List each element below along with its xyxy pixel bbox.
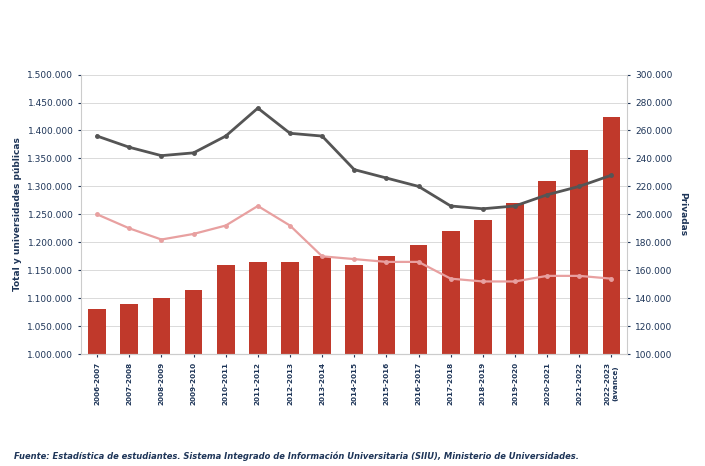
Bar bbox=[185, 290, 202, 466]
Bar bbox=[121, 304, 138, 466]
Bar bbox=[281, 262, 299, 466]
Legend: Privadas, Públicas, TOTAL: Privadas, Públicas, TOTAL bbox=[86, 465, 289, 466]
Bar bbox=[538, 181, 556, 466]
Y-axis label: Total y universidades públicas: Total y universidades públicas bbox=[13, 137, 22, 291]
Bar bbox=[249, 262, 266, 466]
Text: Fuente: Estadística de estudiantes. Sistema Integrado de Información Universitar: Fuente: Estadística de estudiantes. Sist… bbox=[14, 452, 579, 461]
Bar bbox=[152, 298, 171, 466]
Bar bbox=[410, 245, 427, 466]
Y-axis label: Privadas: Privadas bbox=[678, 192, 687, 236]
Bar bbox=[345, 265, 363, 466]
Bar bbox=[217, 265, 235, 466]
Bar bbox=[88, 309, 106, 466]
Bar bbox=[442, 231, 460, 466]
Bar bbox=[603, 116, 620, 466]
Bar bbox=[378, 256, 396, 466]
Bar bbox=[313, 256, 331, 466]
Bar bbox=[474, 220, 491, 466]
Bar bbox=[506, 203, 524, 466]
Bar bbox=[570, 150, 588, 466]
Text: Gráfico 1. Evolución de los matriculados universitarios en grado, total y por ti: Gráfico 1. Evolución de los matriculados… bbox=[11, 26, 629, 37]
